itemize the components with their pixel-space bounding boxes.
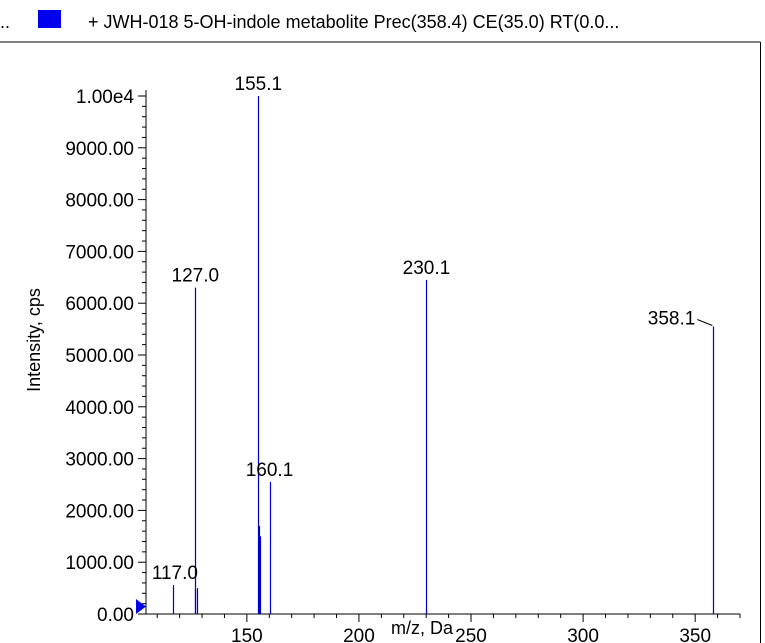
y-tick-label: 7000.00 — [65, 242, 134, 263]
peak-label: 117.0 — [152, 563, 198, 584]
y-tick-label: 5000.00 — [65, 346, 134, 367]
header-prefix: .. — [0, 12, 10, 32]
legend-swatch[interactable] — [38, 10, 61, 28]
x-tick-label: 300 — [567, 626, 599, 643]
y-tick-label: 3000.00 — [65, 450, 134, 471]
peak-label-leader — [697, 319, 713, 326]
y-tick-label: 9000.00 — [65, 139, 134, 160]
y-tick-label: 6000.00 — [65, 294, 134, 315]
y-axis-title: Intensity, cps — [24, 288, 44, 392]
y-tick-label: 0.00 — [97, 605, 134, 626]
y-tick-label: 1000.00 — [65, 553, 134, 574]
axes: 0.00 1000.00 2000.00 3000.00 4000.00 5000.00 6… — [65, 87, 741, 643]
x-tick-label: 150 — [231, 626, 263, 643]
y-tick-label: 1.00e4 — [76, 87, 135, 108]
x-tick-label: 200 — [343, 626, 375, 643]
peak-label: 127.0 — [172, 266, 220, 287]
peaks — [172, 96, 715, 614]
axis-origin-marker-icon[interactable] — [136, 599, 146, 614]
chart-title: + JWH-018 5-OH-indole metabolite Prec(35… — [88, 12, 619, 32]
x-tick-label: 250 — [455, 626, 487, 643]
y-tick-label: 2000.00 — [65, 501, 134, 522]
peak-label: 230.1 — [403, 258, 451, 279]
peak-labels: 117.0 127.0 155.1 160.1 230.1 358.1 — [152, 74, 713, 584]
y-tick-label: 8000.00 — [65, 191, 134, 212]
peak-label: 155.1 — [235, 74, 283, 95]
peak-label: 358.1 — [648, 309, 696, 330]
x-axis-title: m/z, Da — [391, 618, 454, 638]
y-tick-label: 4000.00 — [65, 398, 134, 419]
x-tick-label: 350 — [679, 626, 711, 643]
peak-label: 160.1 — [246, 460, 294, 481]
